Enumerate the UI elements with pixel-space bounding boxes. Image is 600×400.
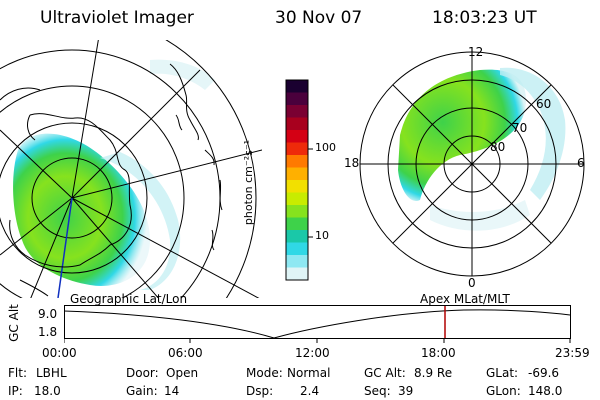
status-dsp-key: Dsp: <box>246 384 274 398</box>
aurora-region-magnetic <box>398 69 526 201</box>
status-ip-value: 18.0 <box>34 384 61 398</box>
magnetic-caption: Apex MLat/MLT <box>420 292 510 306</box>
colorbar-swatches <box>286 80 308 281</box>
colorbar-swatch <box>286 80 308 93</box>
colorbar-swatch <box>286 242 308 256</box>
mlt-label-0: 0 <box>468 276 476 290</box>
status-seq-value: 39 <box>398 384 414 398</box>
status-glat-value: -69.6 <box>528 366 560 380</box>
orbit-timeline <box>64 305 571 343</box>
colorbar-swatch <box>286 255 308 268</box>
mlat-label-60: 60 <box>536 97 552 111</box>
colorbar-tick-10: 10 <box>315 229 329 242</box>
coastline-islands <box>204 149 223 251</box>
colorbar-swatch <box>286 117 308 131</box>
status-mode-key: Mode: <box>246 366 283 380</box>
terminator-line <box>57 197 73 298</box>
coastline-antarctica <box>9 113 132 268</box>
colorbar-swatch <box>286 92 308 106</box>
status-glon-key: GLon: <box>486 384 521 398</box>
mlt-label-18: 18 <box>344 156 360 170</box>
colorbar-swatch <box>286 142 308 156</box>
status-gain-value: 14 <box>164 384 180 398</box>
timeline-y-tick-max: 9.0 <box>38 307 58 321</box>
status-gcalt-key: GC Alt: <box>364 366 406 380</box>
status-flt-key: Flt: <box>8 366 27 380</box>
colorbar-swatch <box>286 180 308 193</box>
status-gcalt-value: 8.9 Re <box>414 366 453 380</box>
orbit-altitude-curve <box>64 309 571 339</box>
status-glat-key: GLat: <box>486 366 519 380</box>
status-glon-value: 148.0 <box>528 384 563 398</box>
status-mode-value: Normal <box>287 366 331 380</box>
colorbar-tick-100: 100 <box>315 141 336 154</box>
colorbar-swatch <box>286 167 308 181</box>
aurora-fringe-geographic <box>100 152 181 290</box>
instrument-title: Ultraviolet Imager <box>40 8 194 28</box>
colorbar-swatch <box>286 192 308 206</box>
mlt-label-6: 6 <box>577 156 585 170</box>
mlt-label-12: 12 <box>468 45 484 59</box>
image-date: 30 Nov 07 <box>275 8 363 28</box>
timeline-x-tick-1200: 12:00 <box>295 346 330 360</box>
status-door-key: Door: <box>126 366 159 380</box>
geographic-caption: Geographic Lat/Lon <box>70 292 188 306</box>
geographic-map <box>0 40 262 298</box>
status-door-value: Open <box>166 366 199 380</box>
mlat-label-70: 70 <box>512 121 528 135</box>
colorbar-swatch <box>286 217 308 231</box>
magnetic-polar-map <box>359 51 585 277</box>
status-seq-key: Seq: <box>364 384 391 398</box>
timeline-y-axis-label: GC Alt <box>6 304 21 342</box>
colorbar-swatch <box>286 155 308 168</box>
image-time: 18:03:23 UT <box>432 8 537 28</box>
status-ip-key: IP: <box>8 384 23 398</box>
timeline-x-tick-0600: 06:00 <box>168 346 203 360</box>
colorbar-swatch <box>286 130 308 143</box>
colorbar <box>285 79 313 281</box>
colorbar-swatch <box>286 105 308 118</box>
colorbar-swatch <box>286 267 308 281</box>
mlat-label-80: 80 <box>490 140 506 154</box>
timeline-y-tick-min: 1.8 <box>38 325 58 339</box>
timeline-x-tick-0000: 00:00 <box>42 346 77 360</box>
status-gain-key: Gain: <box>126 384 158 398</box>
colorbar-unit-label: photon cm⁻²s⁻¹ <box>242 139 256 226</box>
colorbar-swatch <box>286 205 308 218</box>
aurora-fringe-magnetic <box>500 67 566 201</box>
timeline-x-tick-1800: 18:00 <box>421 346 456 360</box>
status-dsp-value: 2.4 <box>300 384 320 398</box>
status-flt-value: LBHL <box>36 366 67 380</box>
coastline-peninsula <box>169 63 199 141</box>
timeline-x-tick-2359: 23:59 <box>555 346 590 360</box>
colorbar-swatch <box>286 230 308 243</box>
